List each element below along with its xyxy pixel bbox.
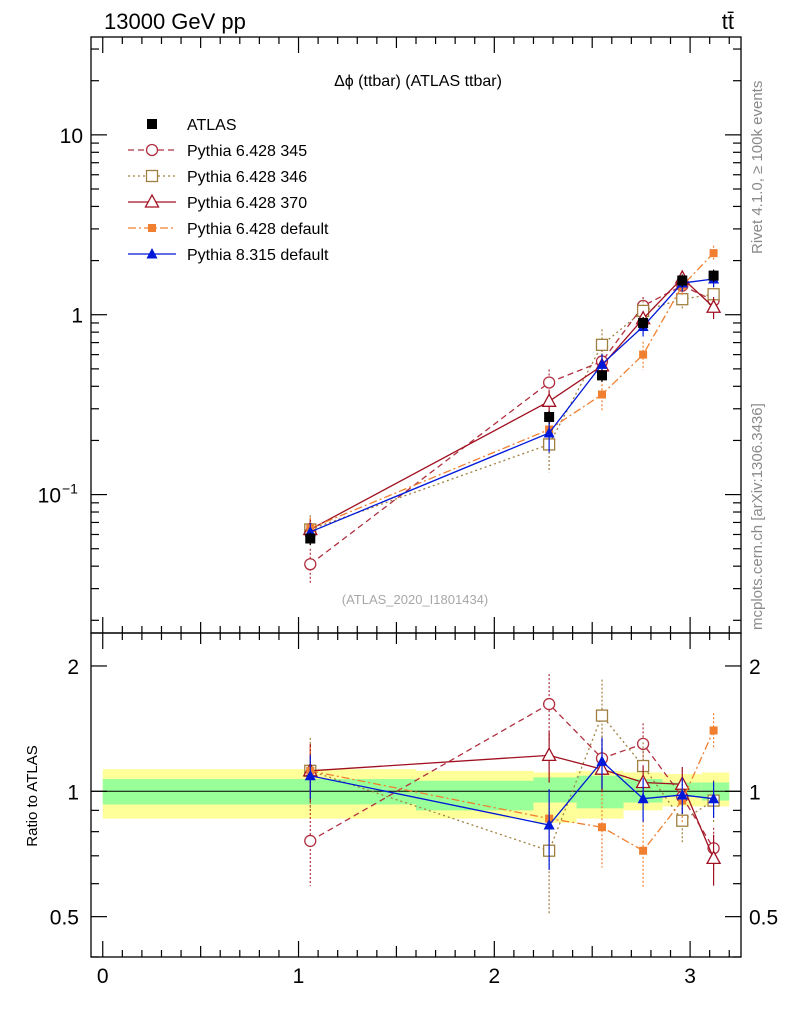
series-0-point [542, 376, 556, 389]
legend-label: Pythia 6.428 370 [187, 195, 307, 212]
series-3-ratio-point [597, 823, 606, 832]
header-right: tt̄ [722, 9, 734, 34]
series-2-ratio-line [310, 754, 715, 859]
series-3-point [709, 249, 718, 258]
data-point [596, 370, 607, 381]
legend-label: Pythia 6.428 345 [187, 143, 307, 160]
legend-marker [145, 169, 159, 183]
data-points [305, 269, 719, 546]
band-inner [533, 777, 577, 803]
series-3-line [310, 252, 715, 529]
ratio-ytick-label-left: 1 [67, 781, 79, 804]
series-4-ratio-point [708, 792, 720, 804]
legend-marker [148, 224, 156, 232]
series-4-ratio-point [676, 788, 688, 800]
legend-label: Pythia 6.428 default [187, 221, 329, 238]
series-4-ratio-point [637, 792, 649, 804]
series-4-ratio-point [304, 769, 316, 781]
series-2-ratio-point [541, 746, 557, 762]
ratio-ytick-label-right: 1 [749, 781, 761, 804]
data-point [677, 275, 688, 286]
series-0-line [309, 284, 714, 565]
ratio-ytick-label-left: 0.5 [50, 907, 79, 930]
series-3-ratio-point [639, 846, 648, 855]
legend-marker [146, 248, 158, 259]
series-4-line [310, 278, 714, 533]
series-3-ratio-line [310, 730, 715, 852]
xtick-label: 0 [97, 965, 109, 988]
header-left: 13000 GeV pp [104, 9, 246, 34]
legend-label: Pythia 6.428 346 [187, 169, 307, 186]
series-1-ratio-point [595, 709, 609, 722]
series-3-point [597, 390, 606, 399]
ratio-series [302, 674, 722, 916]
main-ytick-label: 10 [60, 125, 83, 148]
xtick-label: 2 [488, 965, 500, 988]
series-3-ratio-point [709, 726, 718, 735]
rivet-label: Rivet 4.1.0, ≥ 100k events [749, 81, 766, 254]
series-1-point [676, 293, 689, 306]
legend-marker-data [147, 119, 157, 129]
xtick-label: 3 [684, 965, 696, 988]
legend-marker [144, 193, 160, 208]
legend: ATLAS Pythia 6.428 345 Pythia 6.428 346 Pyt… [128, 117, 329, 264]
series-0-ratio-point [304, 834, 317, 848]
series-2-ratio-point [705, 850, 722, 865]
ratio-ylabel: Ratio to ATLAS [24, 745, 41, 846]
series-0-point [304, 558, 317, 571]
xtick-label: 1 [293, 965, 305, 988]
series-4-ratio-point [596, 755, 608, 766]
data-point [638, 317, 649, 328]
band-inner [416, 780, 534, 811]
series-3-point [639, 350, 648, 359]
series-2-point [705, 298, 722, 313]
data-point [544, 411, 555, 422]
main-ytick-label: 10 [38, 485, 61, 508]
legend-label: Pythia 8.315 default [187, 247, 329, 264]
ratio-ytick-label-right: 0.5 [749, 907, 778, 930]
mcplots-label: mcplots.cern.ch [arXiv:1306.3436] [749, 403, 766, 630]
series-4-ratio-line [310, 760, 714, 826]
main-series [302, 245, 722, 584]
series-0-ratio-point [542, 697, 556, 711]
main-ytick-exponent: −1 [62, 481, 78, 497]
ratio-ytick-label-left: 2 [67, 656, 79, 679]
series-2-point [541, 392, 557, 407]
series-4-ratio-point [543, 819, 555, 830]
series-1-line [310, 293, 714, 531]
data-point [708, 270, 719, 281]
series-4-point [543, 426, 555, 438]
data-point [305, 533, 316, 544]
chart-title: Δϕ (ttbar) (ATLAS ttbar) [334, 73, 502, 90]
main-ytick-label: 1 [71, 305, 83, 328]
ratio-ytick-label-right: 2 [749, 656, 761, 679]
band-inner [576, 775, 624, 809]
legend-marker [145, 143, 159, 157]
series-4-point [596, 358, 608, 369]
series-1-point [595, 338, 609, 351]
series-0-ratio-line [309, 703, 715, 849]
watermark: (ATLAS_2020_I1801434) [342, 592, 488, 607]
legend-label-data: ATLAS [187, 117, 237, 134]
